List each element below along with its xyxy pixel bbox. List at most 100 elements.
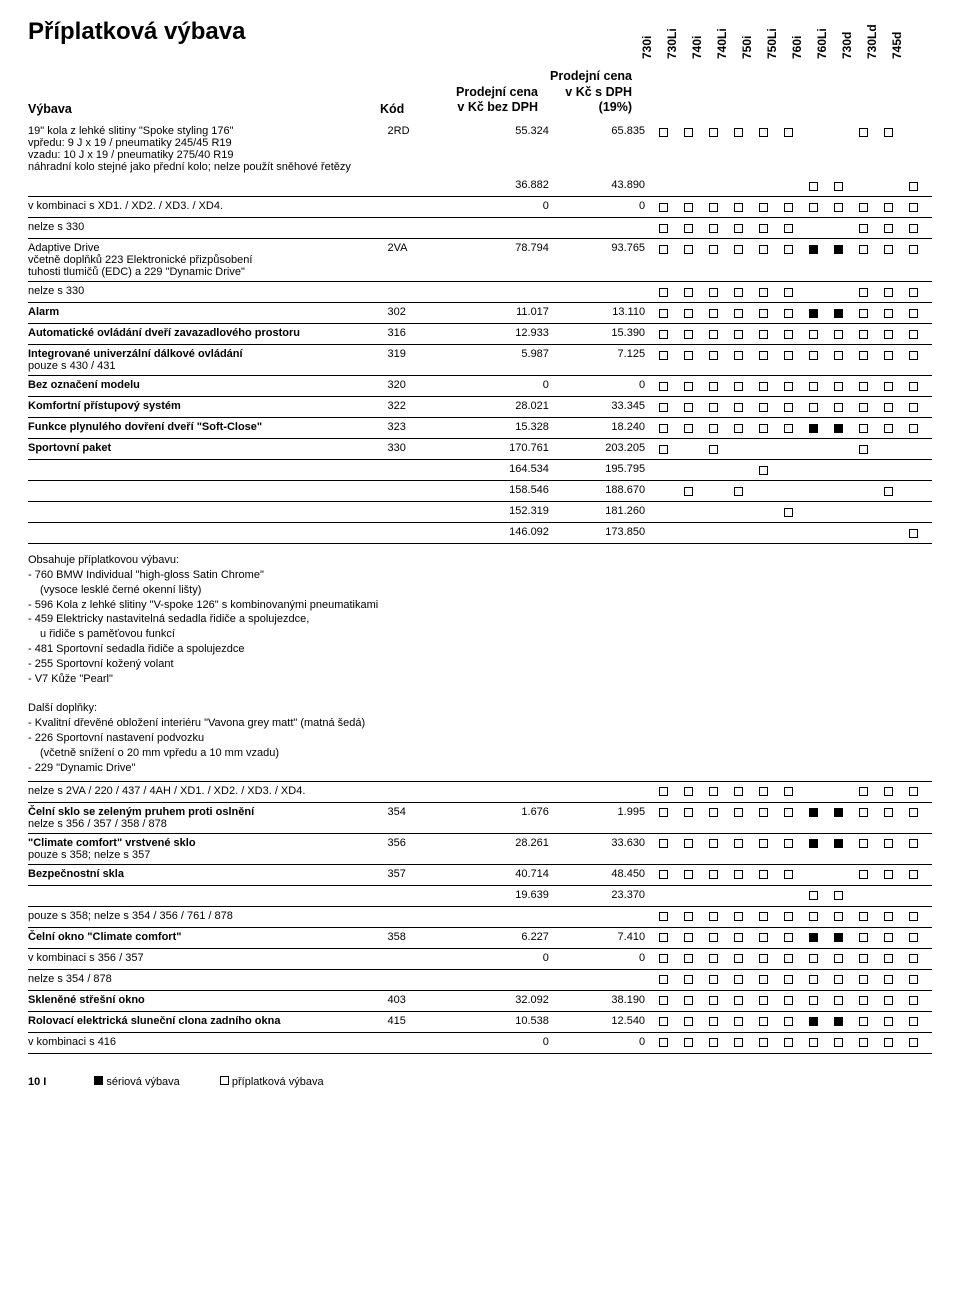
equipment-code — [388, 885, 447, 906]
table-row: nelze s 330 — [28, 282, 932, 303]
model-cell — [851, 526, 876, 540]
model-availability — [651, 927, 932, 948]
model-cell — [776, 505, 801, 519]
model-cell — [651, 1015, 676, 1029]
model-cell — [826, 421, 851, 435]
model-cell — [701, 442, 726, 456]
price-no-vat — [447, 282, 549, 303]
model-cell — [851, 348, 876, 362]
model-cell — [876, 348, 901, 362]
equipment-name: v kombinaci s XD1. / XD2. / XD3. / XD4. — [28, 200, 223, 212]
model-cell — [901, 994, 926, 1008]
equipment-name: nelze s 330 — [28, 221, 84, 233]
model-cell — [826, 463, 851, 477]
model-cell — [751, 931, 776, 945]
model-cell — [826, 348, 851, 362]
model-cell — [901, 242, 926, 256]
equipment-code: 319 — [388, 345, 447, 376]
model-cell — [851, 931, 876, 945]
model-cell — [826, 868, 851, 882]
equipment-code: 356 — [388, 833, 447, 864]
table-row: Adaptive Drivevčetně doplňků 223 Elektro… — [28, 239, 932, 282]
model-header: 750Li — [759, 34, 784, 59]
model-cell — [851, 221, 876, 235]
model-cell — [801, 442, 826, 456]
model-cell — [876, 806, 901, 820]
model-cell — [901, 1015, 926, 1029]
model-cell — [851, 421, 876, 435]
model-cell — [776, 379, 801, 393]
model-cell — [726, 505, 751, 519]
model-cell — [701, 994, 726, 1008]
model-availability — [651, 122, 932, 176]
model-cell — [876, 242, 901, 256]
model-cell — [776, 837, 801, 851]
model-cell — [876, 306, 901, 320]
model-cell — [701, 484, 726, 498]
model-cell — [851, 285, 876, 299]
equipment-name: Skleněné střešní okno — [28, 994, 145, 1006]
model-cell — [901, 952, 926, 966]
price-no-vat — [447, 218, 549, 239]
model-cell — [776, 285, 801, 299]
price-with-vat — [549, 781, 651, 802]
model-cell — [751, 785, 776, 799]
equipment-name: Komfortní přístupový systém — [28, 400, 181, 412]
model-cell — [801, 973, 826, 987]
model-cell — [751, 442, 776, 456]
equipment-subtext: pouze s 358; nelze s 357 — [28, 849, 388, 861]
model-cell — [726, 868, 751, 882]
equipment-name: Adaptive Drive — [28, 242, 100, 254]
model-cell — [876, 400, 901, 414]
equipment-code — [388, 523, 447, 544]
model-cell — [826, 889, 851, 903]
model-availability — [651, 176, 932, 197]
model-cell — [751, 837, 776, 851]
model-cell — [651, 994, 676, 1008]
model-cell — [801, 526, 826, 540]
model-cell — [676, 421, 701, 435]
model-cell — [726, 421, 751, 435]
model-cell — [726, 348, 751, 362]
model-cell — [751, 994, 776, 1008]
price-with-vat: 173.850 — [549, 523, 651, 544]
model-cell — [901, 125, 926, 139]
equipment-subtext: pouze s 430 / 431 — [28, 360, 388, 372]
model-cell — [651, 125, 676, 139]
model-availability — [651, 345, 932, 376]
model-cell — [901, 348, 926, 362]
model-cell — [751, 806, 776, 820]
model-cell — [801, 327, 826, 341]
model-availability — [651, 502, 932, 523]
model-cell — [901, 421, 926, 435]
model-availability — [651, 906, 932, 927]
table-row: 164.534195.795 — [28, 460, 932, 481]
price-no-vat: 164.534 — [447, 460, 549, 481]
model-cell — [751, 200, 776, 214]
model-cell — [901, 379, 926, 393]
model-cell — [726, 973, 751, 987]
equipment-code: 2RD — [388, 122, 447, 176]
equipment-code — [388, 481, 447, 502]
model-cell — [901, 179, 926, 193]
model-cell — [676, 526, 701, 540]
model-cell — [901, 868, 926, 882]
equipment-code — [388, 906, 447, 927]
model-cell — [751, 421, 776, 435]
model-availability — [651, 239, 932, 282]
model-cell — [701, 785, 726, 799]
model-cell — [726, 379, 751, 393]
price-with-vat: 33.345 — [549, 397, 651, 418]
model-cell — [876, 868, 901, 882]
model-cell — [851, 1015, 876, 1029]
model-cell — [676, 125, 701, 139]
table-row: 36.88243.890 — [28, 176, 932, 197]
model-cell — [851, 327, 876, 341]
model-header: 730i — [634, 34, 659, 59]
model-cell — [676, 400, 701, 414]
model-cell — [751, 889, 776, 903]
price-no-vat: 40.714 — [447, 864, 549, 885]
price-no-vat: 12.933 — [447, 324, 549, 345]
model-availability — [651, 885, 932, 906]
model-cell — [651, 348, 676, 362]
